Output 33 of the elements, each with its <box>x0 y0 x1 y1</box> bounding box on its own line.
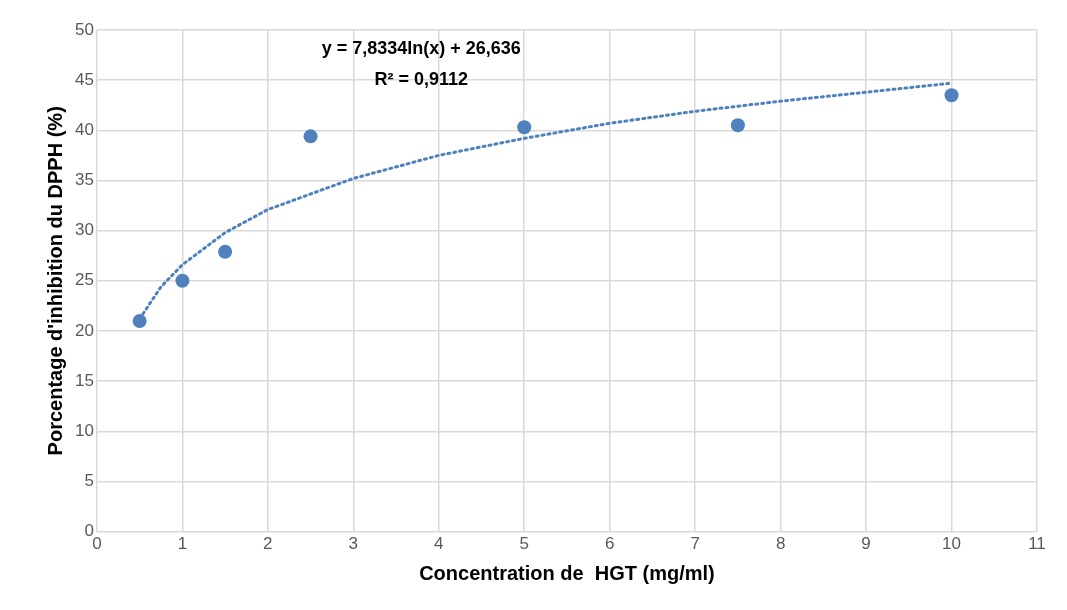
y-tick-label: 50 <box>74 19 94 39</box>
y-tick-label: 45 <box>74 69 94 89</box>
y-tick-label: 15 <box>74 370 94 390</box>
point <box>517 120 532 135</box>
annotation: R² = 0,9112 <box>374 68 469 89</box>
x-axis-title: Concentration de HGT (mg/ml) <box>419 561 715 584</box>
y-tick-label: 25 <box>74 270 94 290</box>
x-tick-label: 11 <box>1028 534 1046 554</box>
point <box>132 313 147 328</box>
x-tick-label: 4 <box>434 534 444 554</box>
y-tick-label: 35 <box>74 170 94 190</box>
y-tick-label: 5 <box>84 471 94 491</box>
x-tick-label: 9 <box>861 534 871 554</box>
x-tick-label: 2 <box>263 534 273 554</box>
point <box>175 273 190 288</box>
point <box>730 118 745 133</box>
point <box>944 88 959 103</box>
y-axis-title: Porcentage d'inhibition du DPPH (%) <box>43 106 66 456</box>
point <box>303 129 318 144</box>
y-tick-label: 40 <box>74 120 94 140</box>
x-tick-label: 8 <box>775 534 786 554</box>
x-tick-label: 7 <box>690 534 700 554</box>
y-tick-label: 10 <box>74 420 94 440</box>
x-tick-label: 1 <box>177 534 188 554</box>
annotation: y = 7,8334ln(x) + 26,636 <box>321 37 521 58</box>
x-tick-label: 3 <box>348 534 359 554</box>
y-tick-label: 30 <box>74 220 94 240</box>
point <box>218 244 233 259</box>
x-tick-label: 10 <box>942 534 961 554</box>
x-tick-label: 6 <box>604 534 615 554</box>
x-tick-label: 5 <box>519 534 529 554</box>
y-tick-label: 0 <box>84 521 94 541</box>
y-tick-label: 20 <box>74 320 94 340</box>
